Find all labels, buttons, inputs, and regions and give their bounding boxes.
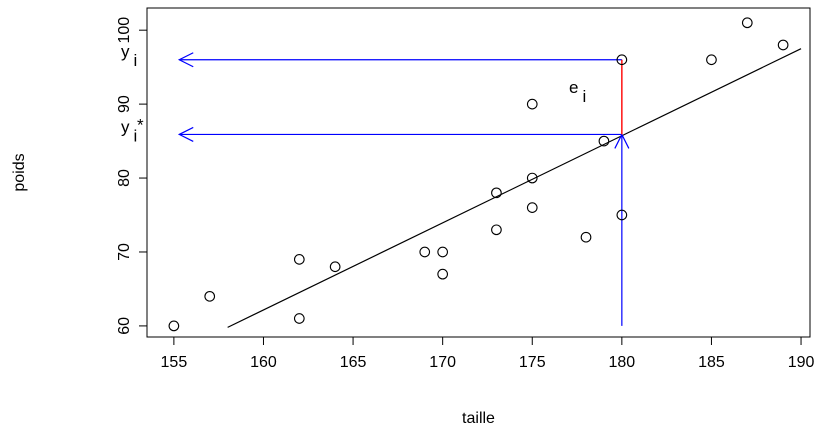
y-tick-label: 90 bbox=[116, 95, 133, 113]
label-subscript: i bbox=[134, 126, 138, 145]
observed-value-arrow bbox=[177, 52, 622, 68]
data-point bbox=[741, 17, 753, 29]
x-tick-label: 185 bbox=[698, 354, 725, 371]
x-tick-label: 170 bbox=[429, 354, 456, 371]
label-main: y bbox=[121, 117, 130, 136]
y-tick-label: 80 bbox=[116, 169, 133, 187]
x-tick-label: 180 bbox=[608, 354, 635, 371]
plot-area bbox=[146, 7, 811, 338]
label-subscript: i bbox=[582, 87, 586, 106]
x-axis-label: taille bbox=[462, 410, 495, 427]
x-tick-label: 155 bbox=[161, 354, 188, 371]
data-point bbox=[293, 254, 305, 265]
data-point bbox=[329, 261, 341, 273]
arrow-head bbox=[177, 126, 194, 142]
data-point bbox=[706, 54, 717, 66]
label-main: e bbox=[569, 78, 578, 97]
x-tick-label: 165 bbox=[340, 354, 367, 371]
label-subscript: i bbox=[134, 51, 138, 70]
label-superscript: * bbox=[137, 115, 144, 134]
x-tick-label: 160 bbox=[250, 354, 277, 371]
data-point bbox=[419, 246, 431, 258]
data-point bbox=[204, 290, 216, 302]
data-point bbox=[491, 224, 502, 236]
y-tick-label: 70 bbox=[116, 243, 133, 261]
data-point bbox=[437, 268, 449, 280]
arrow-head bbox=[177, 52, 194, 68]
label-main: y bbox=[121, 42, 130, 61]
data-point bbox=[526, 202, 538, 213]
data-point bbox=[598, 135, 610, 147]
data-point bbox=[616, 209, 628, 221]
data-point bbox=[437, 246, 449, 258]
y-tick-label: 100 bbox=[116, 17, 133, 44]
data-points bbox=[168, 17, 789, 332]
annotations: y iy i*e i bbox=[121, 42, 802, 328]
x-axis: 155 160 165 170 175 180 185 190 bbox=[161, 336, 815, 371]
data-point bbox=[168, 320, 180, 332]
y-axis-label: poids bbox=[11, 153, 28, 191]
plot-frame bbox=[146, 7, 811, 338]
data-point bbox=[616, 54, 628, 66]
data-point bbox=[293, 313, 305, 324]
data-point bbox=[526, 172, 538, 184]
data-point bbox=[580, 231, 592, 243]
data-point bbox=[526, 98, 538, 110]
y-axis: 60 70 80 90 100 bbox=[116, 17, 148, 335]
x-tick-label: 190 bbox=[788, 354, 815, 371]
regression-line bbox=[227, 48, 802, 328]
data-point bbox=[491, 187, 502, 199]
x-tick-label: 175 bbox=[519, 354, 546, 371]
vertical-arrow bbox=[614, 133, 630, 326]
fitted-value-arrow bbox=[177, 126, 622, 142]
data-point bbox=[777, 39, 789, 51]
y-tick-label: 60 bbox=[116, 317, 133, 335]
